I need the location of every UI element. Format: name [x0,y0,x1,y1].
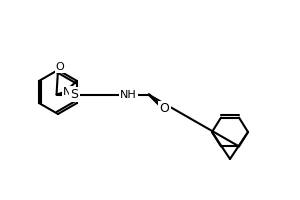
Text: NH: NH [120,90,137,100]
Text: N: N [63,87,71,97]
Text: S: S [70,88,79,101]
Text: O: O [160,102,170,115]
Text: O: O [56,62,64,72]
